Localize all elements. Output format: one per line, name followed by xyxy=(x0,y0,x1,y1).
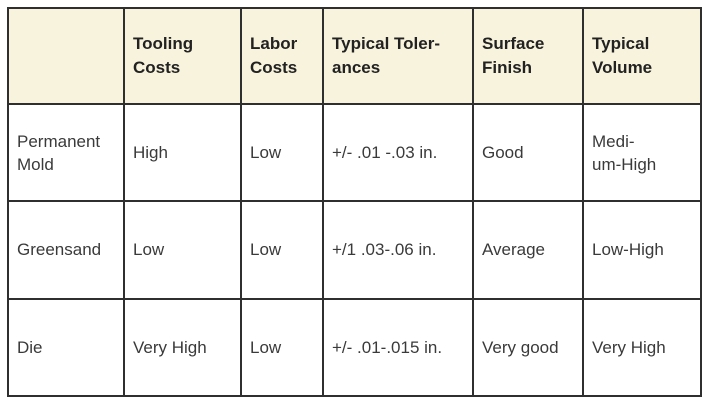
header-line: Volume xyxy=(592,58,653,77)
volume-line: um-High xyxy=(592,154,657,174)
volume-line: Medi- xyxy=(592,131,635,151)
cell-surface-finish: Good xyxy=(472,102,584,203)
cell-surface-finish: Very good xyxy=(472,297,584,398)
header-line: Finish xyxy=(482,58,533,77)
cell-typical-tolerances: +/- .01 -.03 in. xyxy=(322,102,474,203)
cell-typical-tolerances: +/- .01-.015 in. xyxy=(322,297,474,398)
row-label-permanent-mold: Permanent Mold xyxy=(7,102,125,203)
table-row: Greensand Low Low +/1 .03-.06 in. Averag… xyxy=(7,200,702,300)
table-row: Permanent Mold High Low +/- .01 -.03 in.… xyxy=(7,102,702,203)
header-line: Typical xyxy=(592,34,650,53)
cell-tooling-costs: High xyxy=(123,102,242,203)
header-line: Costs xyxy=(133,58,181,77)
cell-typical-volume: Medi- um-High xyxy=(582,102,702,203)
header-line: Labor xyxy=(250,34,298,53)
table-row: Die Very High Low +/- .01-.015 in. Very … xyxy=(7,297,702,398)
header-line: ances xyxy=(332,58,381,77)
header-surface-finish: Surface Finish xyxy=(472,7,584,105)
cell-labor-costs: Low xyxy=(240,297,324,398)
row-label-greensand: Greensand xyxy=(7,200,125,300)
table-body: Permanent Mold High Low +/- .01 -.03 in.… xyxy=(7,102,702,398)
row-label-line: Mold xyxy=(17,154,54,174)
cell-labor-costs: Low xyxy=(240,200,324,300)
row-label-line: Permanent xyxy=(17,131,101,151)
cell-typical-tolerances: +/1 .03-.06 in. xyxy=(322,200,474,300)
cell-labor-costs: Low xyxy=(240,102,324,203)
cell-tooling-costs: Very High xyxy=(123,297,242,398)
cell-typical-volume: Low-High xyxy=(582,200,702,300)
casting-comparison-table: Tooling Costs Labor Costs Typical Toler-… xyxy=(7,7,702,398)
header-line: Surface xyxy=(482,34,545,53)
header-corner-cell xyxy=(7,7,125,105)
header-typical-tolerances: Typical Toler- ances xyxy=(322,7,474,105)
header-row: Tooling Costs Labor Costs Typical Toler-… xyxy=(7,7,702,105)
header-tooling-costs: Tooling Costs xyxy=(123,7,242,105)
cell-tooling-costs: Low xyxy=(123,200,242,300)
header-labor-costs: Labor Costs xyxy=(240,7,324,105)
header-line: Typical Toler- xyxy=(332,34,441,53)
header-typical-volume: Typical Volume xyxy=(582,7,702,105)
row-label-die: Die xyxy=(7,297,125,398)
cell-surface-finish: Average xyxy=(472,200,584,300)
table-header: Tooling Costs Labor Costs Typical Toler-… xyxy=(7,7,702,105)
header-line: Costs xyxy=(250,58,298,77)
casting-comparison-table-container: Tooling Costs Labor Costs Typical Toler-… xyxy=(7,7,702,398)
header-line: Tooling xyxy=(133,34,194,53)
cell-typical-volume: Very High xyxy=(582,297,702,398)
